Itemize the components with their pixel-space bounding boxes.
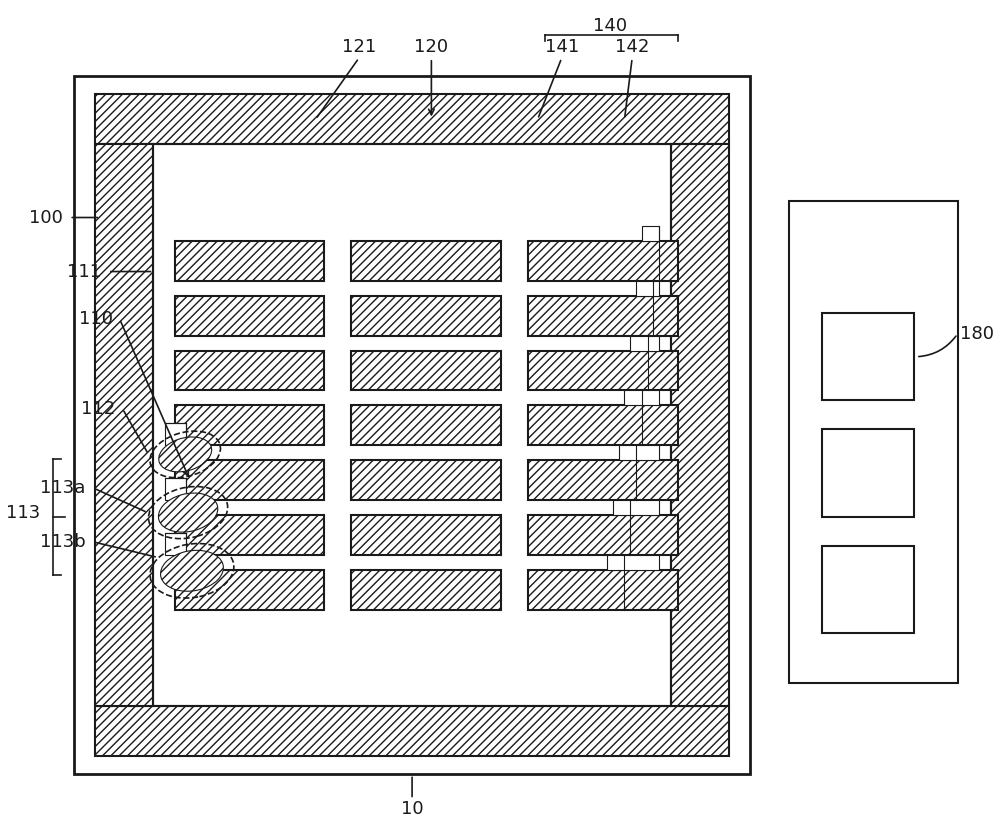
Bar <box>95 94 729 144</box>
Text: 113: 113 <box>6 504 40 521</box>
Text: 140: 140 <box>593 18 627 35</box>
Bar <box>153 144 671 706</box>
Bar <box>630 335 659 350</box>
Ellipse shape <box>158 493 218 532</box>
Text: 100: 100 <box>29 208 63 227</box>
Bar <box>175 295 324 335</box>
Text: 111: 111 <box>67 263 101 280</box>
Bar <box>175 515 324 555</box>
Bar <box>822 313 914 400</box>
Bar <box>822 545 914 633</box>
Bar <box>528 350 678 390</box>
Bar <box>351 460 501 500</box>
Text: 141: 141 <box>545 38 579 56</box>
Text: 10: 10 <box>401 801 423 818</box>
Bar <box>165 533 186 555</box>
Text: 112: 112 <box>81 399 116 418</box>
Bar <box>351 350 501 390</box>
Bar <box>642 226 659 241</box>
Text: 142: 142 <box>615 38 649 56</box>
Text: 180: 180 <box>960 325 994 343</box>
Bar <box>822 430 914 517</box>
Bar <box>636 281 659 295</box>
Bar <box>619 445 659 460</box>
Bar <box>165 424 186 445</box>
Bar <box>175 570 324 610</box>
Bar <box>351 570 501 610</box>
Text: 121: 121 <box>342 38 376 56</box>
Text: 113a: 113a <box>40 479 86 497</box>
Bar <box>351 515 501 555</box>
Bar <box>528 241 678 281</box>
Bar <box>74 76 750 775</box>
Ellipse shape <box>161 550 223 591</box>
Bar <box>153 144 671 706</box>
Bar <box>528 460 678 500</box>
Bar <box>528 295 678 335</box>
Bar <box>528 570 678 610</box>
Bar <box>789 201 958 683</box>
Bar <box>95 144 153 706</box>
Bar <box>175 241 324 281</box>
Text: 113b: 113b <box>40 533 86 550</box>
Bar <box>528 405 678 445</box>
Bar <box>175 405 324 445</box>
Bar <box>671 144 729 706</box>
Bar <box>165 478 186 500</box>
Bar <box>175 460 324 500</box>
Bar <box>351 295 501 335</box>
Text: 110: 110 <box>79 310 113 328</box>
Bar <box>351 241 501 281</box>
Bar <box>624 390 659 405</box>
Ellipse shape <box>159 437 212 472</box>
Bar <box>528 515 678 555</box>
Bar <box>95 706 729 756</box>
Bar <box>607 555 659 570</box>
Bar <box>351 405 501 445</box>
Text: 120: 120 <box>414 38 448 56</box>
Bar <box>175 350 324 390</box>
Bar <box>613 500 659 515</box>
